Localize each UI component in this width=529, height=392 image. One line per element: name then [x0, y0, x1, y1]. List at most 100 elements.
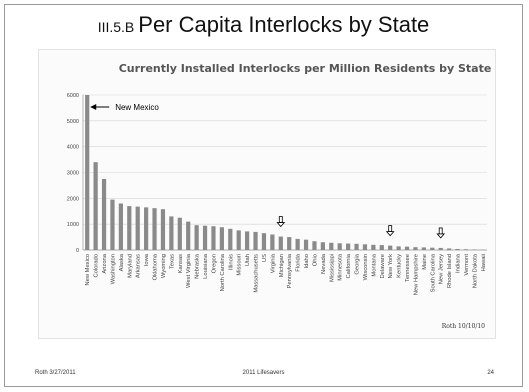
bar — [362, 244, 368, 250]
bar — [421, 247, 426, 250]
page-title: Per Capita Interlocks by State — [138, 12, 430, 37]
annotation-label: New Mexico — [115, 103, 159, 112]
bar — [169, 216, 174, 250]
bar — [463, 249, 469, 250]
bar — [228, 228, 233, 250]
x-tick-label: Florida — [296, 253, 302, 271]
x-tick-label: Arkansas — [136, 254, 142, 278]
x-tick-label: Michigan — [279, 254, 285, 277]
bar — [270, 234, 275, 250]
bar — [472, 249, 477, 250]
x-tick-label: Pennsylvania — [287, 253, 293, 288]
bar — [118, 203, 123, 250]
x-tick-label: North Dakota — [472, 253, 478, 288]
bar — [337, 243, 342, 250]
bar — [152, 208, 157, 250]
x-tick-label: Mississippi — [329, 254, 335, 282]
bar — [396, 246, 401, 250]
bar — [186, 221, 191, 250]
x-tick-label: New Jersey — [439, 254, 445, 284]
x-tick-label: Iowa — [144, 253, 150, 266]
bar — [430, 247, 435, 250]
x-tick-label: Minnesota — [338, 253, 344, 281]
y-tick-label: 1000 — [67, 222, 79, 228]
annotation-arrow-head — [436, 233, 446, 239]
y-tick-label: 5000 — [67, 119, 79, 125]
bar — [110, 199, 115, 250]
x-tick-label: Oregon — [211, 254, 217, 273]
bar — [346, 243, 351, 250]
x-tick-label: Kansas — [178, 254, 184, 273]
bar — [329, 242, 334, 250]
chart-title: Currently Installed Interlocks per Milli… — [119, 62, 492, 75]
bar — [144, 207, 149, 250]
bar — [438, 247, 443, 250]
x-tick-label: Colorado — [94, 254, 100, 278]
x-tick-label: Alaska — [119, 253, 125, 271]
x-tick-label: Ohio — [312, 254, 318, 266]
bar — [160, 209, 166, 250]
bar — [177, 217, 182, 250]
bar — [261, 233, 267, 250]
x-tick-label: New Mexico — [85, 254, 91, 286]
x-tick-label: Arizona — [102, 253, 108, 273]
bar — [253, 231, 258, 250]
annotation-arrow-head — [385, 231, 395, 237]
x-tick-label: North Carolina — [220, 253, 226, 291]
x-tick-label: Virginia — [270, 253, 276, 273]
x-tick-label: New York — [388, 254, 394, 279]
section-number: III.5.B — [97, 19, 135, 35]
x-tick-label: Nevada — [321, 253, 327, 274]
x-tick-label: Idaho — [304, 254, 310, 269]
x-tick-label: Missouri — [237, 254, 243, 276]
x-tick-label: Kentucky — [397, 254, 403, 278]
bar — [447, 248, 452, 250]
source-note: Roth 10/10/10 — [442, 323, 485, 330]
x-tick-label: Illinois — [228, 254, 234, 270]
bar — [371, 244, 376, 250]
slide-title: III.5.B Per Capita Interlocks by State — [5, 12, 522, 38]
bar — [320, 242, 325, 250]
x-tick-label: US — [262, 254, 268, 262]
x-tick-label: California — [346, 253, 352, 278]
bar — [278, 236, 283, 250]
x-tick-label: Wisconsin — [363, 254, 369, 280]
chart-panel: Currently Installed Interlocks per Milli… — [38, 49, 496, 339]
x-tick-label: Tennessee — [405, 254, 411, 282]
x-tick-label: Georgia — [355, 253, 361, 274]
bar — [202, 225, 208, 250]
bar — [245, 231, 250, 250]
x-tick-label: South Carolina — [430, 253, 436, 292]
annotation-arrow-shaft — [278, 216, 283, 223]
bar — [388, 245, 393, 250]
x-tick-label: Massachusetts — [254, 254, 260, 293]
x-tick-label: New Hampshire — [413, 254, 419, 295]
bar — [127, 206, 132, 250]
x-tick-label: Indiana — [456, 253, 462, 273]
bar — [219, 227, 224, 250]
page-number: 24 — [487, 370, 494, 376]
slide: III.5.B Per Capita Interlocks by State Cu… — [4, 4, 523, 387]
bar — [413, 247, 418, 250]
y-tick-label: 2000 — [67, 196, 79, 202]
annotation-arrowhead — [90, 104, 97, 110]
x-tick-label: West Virginia — [186, 253, 192, 288]
y-tick-label: 4000 — [67, 145, 79, 151]
bar — [93, 162, 98, 250]
bar — [287, 237, 292, 250]
bar — [354, 243, 359, 250]
annotation-arrow-shaft — [438, 227, 443, 235]
x-tick-label: Utah — [245, 254, 251, 266]
x-tick-label: Nebraska — [195, 253, 201, 279]
y-tick-label: 0 — [76, 248, 79, 254]
bar — [236, 230, 241, 250]
annotation-arrow-head — [276, 222, 286, 228]
footer-author-date: Roth 3/27/2011 — [35, 370, 76, 376]
bar — [85, 95, 90, 250]
x-tick-label: Washington — [110, 254, 116, 284]
x-tick-label: Vermont — [464, 254, 470, 276]
annotation-arrow-shaft — [388, 225, 393, 233]
x-tick-label: Maine — [422, 254, 428, 270]
bar — [194, 225, 199, 250]
bar — [379, 245, 384, 250]
